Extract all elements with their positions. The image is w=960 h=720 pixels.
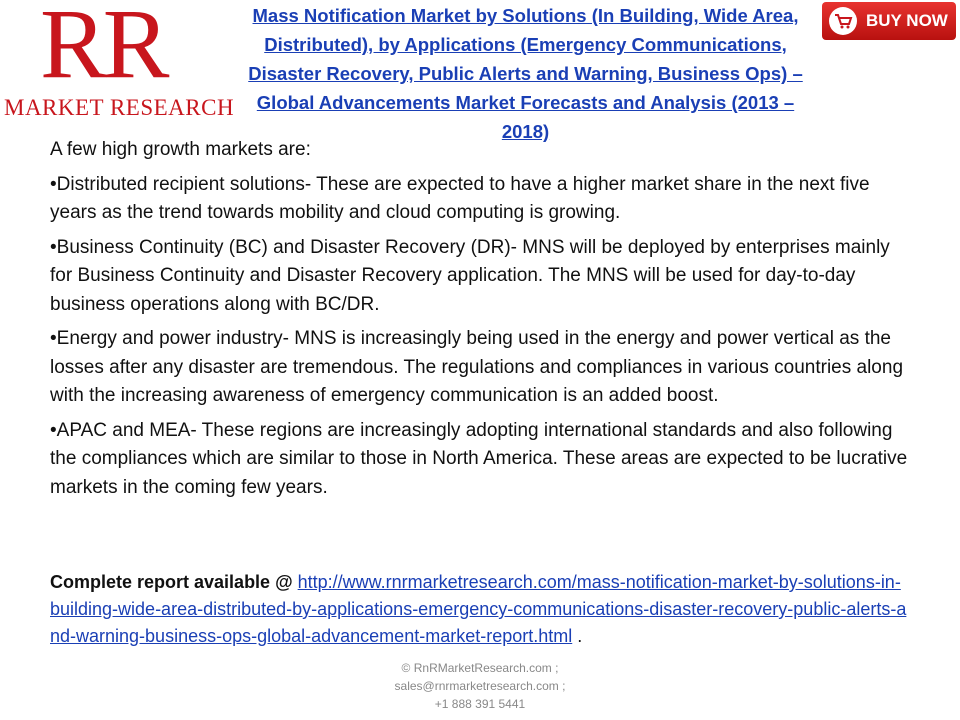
report-label: Complete report available @	[50, 572, 293, 592]
report-link[interactable]: http://www.rnrmarketresearch.com/mass-no…	[50, 572, 907, 646]
buy-button[interactable]: BUY NOW	[822, 2, 956, 40]
logo-text: MARKET RESEARCH	[4, 95, 235, 120]
report-end: .	[577, 626, 583, 646]
footer: © RnRMarketResearch.com ; sales@rnrmarke…	[330, 659, 630, 713]
footer-line: +1 888 391 5441	[434, 697, 526, 711]
logo-mark: RR	[40, 0, 169, 99]
content: A few high growth markets are: •Distribu…	[50, 136, 910, 508]
point: •Distributed recipient solutions- These …	[50, 173, 870, 224]
cart-icon	[829, 7, 857, 35]
point: •APAC and MEA- These regions are increas…	[50, 419, 908, 498]
footer-line: © RnRMarketResearch.com ;	[401, 661, 559, 675]
buy-label: BUY NOW	[866, 11, 948, 30]
report: Complete report available @ http://www.r…	[50, 569, 910, 650]
point: •Business Continuity (BC) and Disaster R…	[50, 236, 890, 315]
point: •Energy and power industry- MNS is incre…	[50, 328, 904, 406]
intro: A few high growth markets are:	[50, 139, 311, 160]
footer-line: sales@rnrmarketresearch.com ;	[394, 679, 566, 693]
title: Mass Notification Market by Solutions (I…	[248, 5, 803, 142]
